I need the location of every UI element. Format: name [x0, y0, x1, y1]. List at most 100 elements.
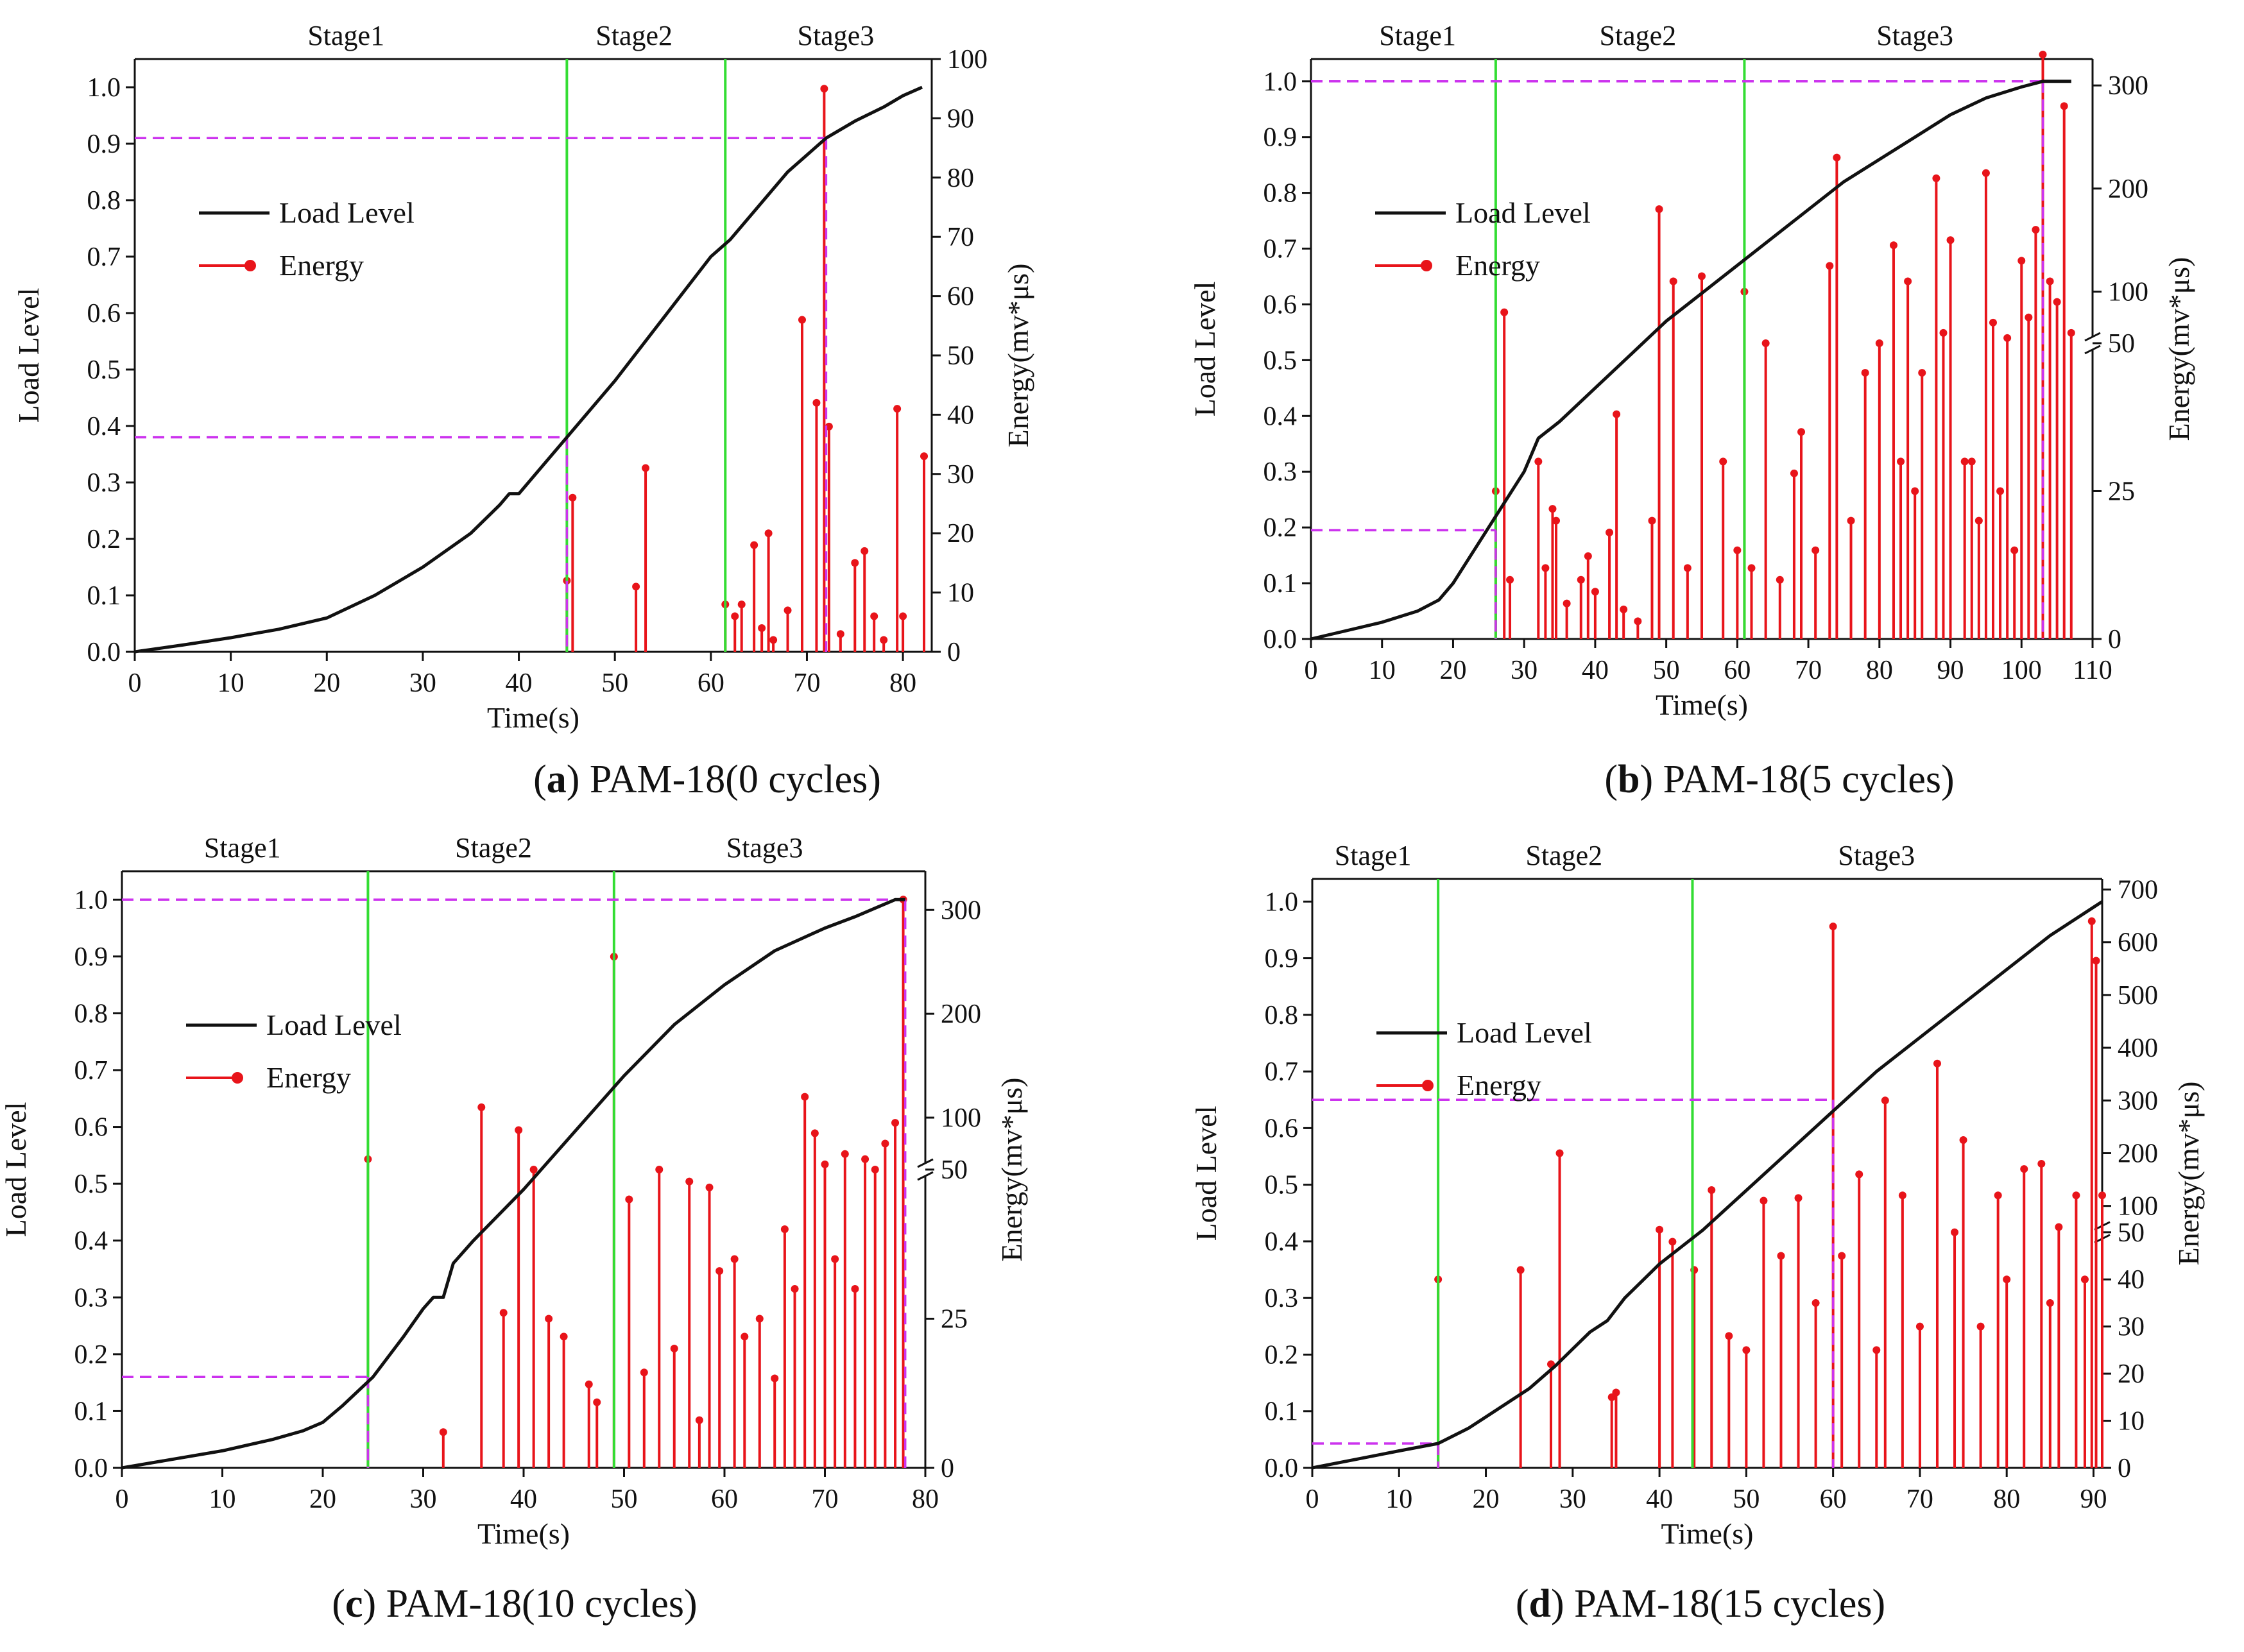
energy-point [2087, 917, 2096, 925]
y2-tick-label: 0 [2118, 1454, 2131, 1483]
y-tick-label: 0.6 [87, 299, 121, 328]
energy-point [1747, 564, 1756, 572]
x-tick-label: 70 [1906, 1485, 1933, 1514]
axis-break-mark [2084, 332, 2101, 342]
energy-point [2017, 257, 2026, 265]
energy-point [2037, 1159, 2046, 1168]
energy-point [1656, 1225, 1664, 1234]
caption-letter: d [1529, 1582, 1550, 1626]
legend-load-label: Load Level [1455, 196, 1591, 229]
energy-point [1881, 1096, 1889, 1105]
x-tick-label: 50 [1733, 1485, 1760, 1514]
energy-point [841, 1150, 849, 1158]
energy-point [2053, 298, 2061, 306]
energy-series [563, 85, 929, 652]
x-tick-label: 30 [1511, 656, 1537, 685]
energy-point [1911, 487, 1919, 495]
legend-energy-marker [1421, 260, 1432, 271]
energy-point [1838, 1252, 1846, 1260]
chart-panel-3: 0 10 20 30 40 50 60 70 80 0.0 0.1 0.2 0.3 0.4 0.5 0.6 0.… [0, 832, 1028, 1550]
energy-point [1777, 1252, 1785, 1260]
y-tick-label: 0.3 [1265, 1284, 1299, 1313]
y-tick-label: 0.6 [1263, 290, 1298, 319]
energy-point [1725, 1332, 1733, 1340]
energy-point [695, 1416, 703, 1424]
energy-point [1797, 428, 1806, 436]
caption-letter: b [1618, 758, 1640, 801]
chart-panel-4: 0 10 20 30 40 50 60 70 80 90 0.0 0.1 0.2 0.3 0.4 0.5 0.6… [1190, 840, 2205, 1550]
stage-label: Stage1 [1335, 840, 1412, 871]
energy-point [1855, 1170, 1863, 1179]
energy-point [1669, 277, 1677, 285]
energy-point [851, 559, 859, 567]
x-tick-label: 90 [2080, 1485, 2107, 1514]
energy-point [891, 1119, 900, 1127]
load-level-line [121, 898, 905, 1470]
energy-point [920, 452, 929, 461]
stage-label: Stage2 [1525, 840, 1602, 871]
energy-point [899, 612, 907, 620]
energy-point [730, 1255, 739, 1263]
caption-paren: ) [567, 758, 590, 801]
panel-caption: (b) PAM-18(5 cycles) [1604, 758, 1954, 801]
y2-tick-label: 400 [2118, 1034, 2158, 1063]
energy-point [1996, 487, 2005, 495]
energy-point [655, 1166, 664, 1173]
energy-point [1719, 457, 1727, 466]
energy-point [784, 606, 792, 615]
y-tick-label: 0.8 [74, 999, 108, 1028]
y2-tick-label: 20 [947, 519, 974, 549]
y2-tick-label: 25 [941, 1305, 968, 1334]
y2-tick-label: 200 [2118, 1139, 2158, 1169]
x-tick-label: 80 [889, 668, 916, 698]
stage-label: Stage3 [1838, 840, 1915, 871]
energy-point [1829, 923, 1837, 931]
y-tick-label: 0.5 [1265, 1171, 1299, 1200]
energy-point [1584, 552, 1592, 560]
energy-point [861, 1155, 869, 1163]
energy-point [1918, 369, 1926, 377]
legend: Load Level Energy [199, 196, 415, 282]
caption-paren: ( [332, 1582, 345, 1626]
legend-energy-marker [1422, 1080, 1434, 1091]
legend-load-label: Load Level [279, 196, 415, 229]
y2-tick-label: 700 [2118, 876, 2158, 905]
energy-point [1648, 516, 1656, 525]
energy-point [1698, 272, 1706, 280]
energy-point [632, 583, 640, 591]
y2-tick-label: 100 [947, 45, 988, 74]
energy-point [1946, 236, 1955, 244]
y2-tick-label: 70 [947, 223, 974, 252]
energy-point [810, 1129, 819, 1137]
energy-point [1708, 1186, 1716, 1195]
y2-tick-label: 300 [2108, 71, 2148, 101]
y-tick-label: 0.7 [1263, 235, 1298, 264]
energy-point [642, 464, 650, 472]
energy-point [1613, 410, 1621, 418]
x-tick-label: 30 [409, 668, 436, 698]
energy-point [1847, 516, 1855, 525]
energy-point [529, 1166, 538, 1173]
energy-point [1897, 457, 1905, 466]
energy-point [1939, 328, 1948, 337]
energy-point [2098, 1191, 2106, 1200]
energy-point [1534, 457, 1543, 466]
x-tick-label: 0 [1306, 1485, 1319, 1514]
legend-energy-marker [244, 260, 256, 271]
energy-point [1742, 1346, 1751, 1354]
energy-point [851, 1285, 859, 1293]
legend: Load Level Energy [186, 1009, 402, 1094]
energy-point [2032, 226, 2040, 234]
y-tick-label: 1.0 [87, 73, 121, 103]
x-tick-label: 10 [1369, 656, 1396, 685]
x-tick-label: 60 [1724, 656, 1751, 685]
energy-point [791, 1285, 799, 1293]
energy-point [1606, 529, 1614, 537]
x-tick-label: 90 [1937, 656, 1964, 685]
energy-point [2060, 102, 2068, 110]
energy-point [1577, 575, 1585, 584]
y-tick-label: 0.5 [74, 1170, 108, 1199]
y2-tick-label: 500 [2118, 981, 2158, 1010]
y2-tick-label: 600 [2118, 928, 2158, 958]
